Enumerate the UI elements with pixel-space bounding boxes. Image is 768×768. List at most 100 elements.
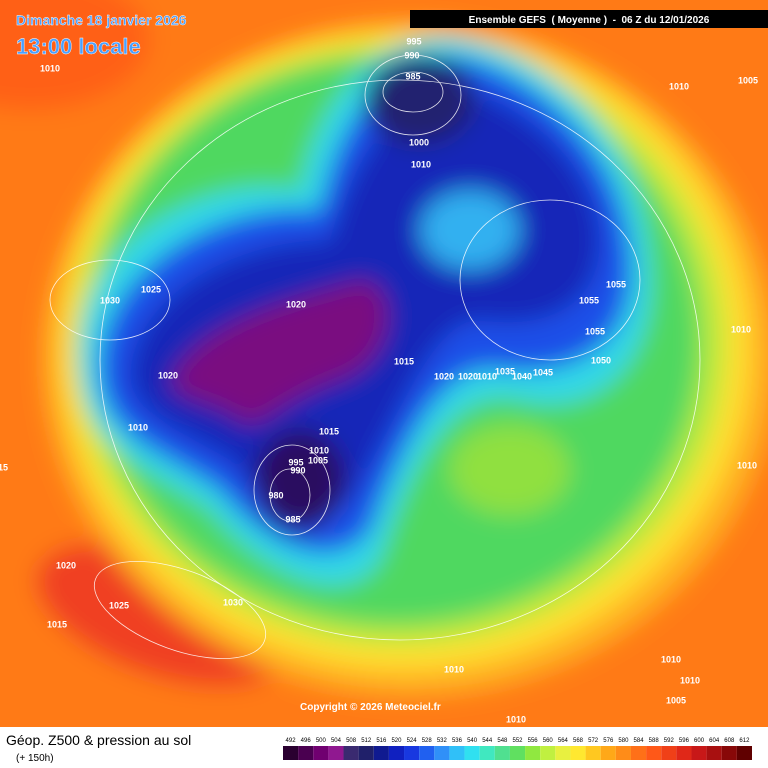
isobar-label: 1005 bbox=[738, 75, 758, 85]
isobar-label: 1010 bbox=[128, 422, 148, 432]
color-swatch bbox=[479, 746, 495, 760]
isobar-label: 1010 bbox=[669, 81, 689, 91]
isobar-label: 1055 bbox=[579, 295, 599, 305]
scale-label: 540 bbox=[467, 738, 478, 744]
scale-label: 604 bbox=[709, 738, 720, 744]
scale-label: 588 bbox=[649, 738, 660, 744]
isobar-label: 985 bbox=[405, 71, 420, 81]
run-banner bbox=[410, 10, 768, 28]
scale-label: 572 bbox=[588, 738, 599, 744]
color-swatch bbox=[676, 746, 692, 760]
isobar-label: 980 bbox=[268, 490, 283, 500]
color-swatch bbox=[434, 746, 450, 760]
isobar-label: 985 bbox=[285, 514, 300, 524]
scale-label: 584 bbox=[634, 738, 645, 744]
isobar-label: 1010 bbox=[737, 460, 757, 470]
scale-label: 568 bbox=[573, 738, 584, 744]
isobar-label: 1010 bbox=[680, 675, 700, 685]
color-swatch bbox=[298, 746, 314, 760]
scale-label: 556 bbox=[528, 738, 539, 744]
scale-label: 544 bbox=[482, 738, 493, 744]
scale-label: 536 bbox=[452, 738, 463, 744]
isobar-label: 1040 bbox=[512, 371, 532, 381]
scale-label: 592 bbox=[664, 738, 675, 744]
isobar-label: 1020 bbox=[458, 371, 478, 381]
isobar-label: 1010 bbox=[506, 714, 526, 724]
color-swatch bbox=[630, 746, 647, 760]
color-swatch bbox=[600, 746, 616, 760]
scale-label: 596 bbox=[679, 738, 690, 744]
color-swatch bbox=[736, 746, 752, 760]
run-info: Ensemble GEFS ( Moyenne ) - 06 Z du 12/0… bbox=[469, 15, 710, 26]
scale-label: 600 bbox=[694, 738, 705, 744]
scale-label: 508 bbox=[346, 738, 357, 744]
color-swatch bbox=[615, 746, 631, 760]
scale-label: 492 bbox=[286, 738, 297, 744]
isobar-label: 1055 bbox=[606, 279, 626, 289]
isobar-label: 1020 bbox=[56, 560, 76, 570]
scale-label: 552 bbox=[512, 738, 523, 744]
isobar-lines bbox=[49, 54, 701, 659]
color-swatch bbox=[388, 746, 405, 760]
isobar-label: 1010 bbox=[731, 324, 751, 334]
scale-label: 528 bbox=[422, 738, 433, 744]
isobar-label: 995 bbox=[406, 36, 421, 46]
scale-label: 580 bbox=[618, 738, 629, 744]
color-swatch bbox=[404, 746, 420, 760]
forecast-date: Dimanche 18 janvier 2026 bbox=[16, 12, 187, 28]
color-swatch bbox=[691, 746, 707, 760]
color-swatch bbox=[313, 746, 329, 760]
isobar-labels: 995 990 985 1010 1010 1005 1000 1010 1055 1055 105… bbox=[0, 36, 758, 724]
isobar-label: 990 bbox=[404, 50, 419, 60]
isobar-label: 1050 bbox=[591, 355, 611, 365]
scale-label: 576 bbox=[603, 738, 614, 744]
isobar-label: 1005 bbox=[666, 695, 686, 705]
color-swatch bbox=[646, 746, 662, 760]
product-title: Géop. Z500 & pression au sol bbox=[6, 732, 191, 748]
color-swatch bbox=[449, 746, 465, 760]
scale-label: 504 bbox=[331, 738, 342, 744]
isobar-label: 1020 bbox=[434, 371, 454, 381]
color-swatch bbox=[419, 746, 435, 760]
color-swatch bbox=[464, 746, 480, 760]
isobar-label: 1000 bbox=[409, 137, 429, 147]
isobar-label: 1015 bbox=[47, 619, 67, 629]
color-swatch bbox=[509, 746, 526, 760]
scale-label: 516 bbox=[376, 738, 387, 744]
isobar-label: 1010 bbox=[661, 654, 681, 664]
isobar-label: 1010 bbox=[477, 371, 497, 381]
isobar-label: 1025 bbox=[109, 600, 129, 610]
scale-label: 496 bbox=[301, 738, 312, 744]
scale-label: 520 bbox=[391, 738, 402, 744]
scale-label: 524 bbox=[407, 738, 418, 744]
color-swatch bbox=[328, 746, 344, 760]
isobar-label: 1010 bbox=[40, 63, 60, 73]
scale-label: 512 bbox=[361, 738, 372, 744]
scale-label: 612 bbox=[739, 738, 750, 744]
scale-label: 608 bbox=[724, 738, 735, 744]
color-swatch bbox=[706, 746, 722, 760]
scale-label: 532 bbox=[437, 738, 448, 744]
color-swatch bbox=[525, 746, 541, 760]
color-swatch bbox=[540, 746, 556, 760]
color-swatch bbox=[721, 746, 737, 760]
color-swatch bbox=[283, 746, 299, 760]
isobar-label: 1020 bbox=[158, 370, 178, 380]
color-swatch bbox=[570, 746, 586, 760]
color-swatch bbox=[373, 746, 389, 760]
color-swatch bbox=[661, 746, 677, 760]
isobar-label: 1035 bbox=[495, 366, 515, 376]
isobar-label: 1010 bbox=[411, 159, 431, 169]
isobar-label: 1015 bbox=[394, 356, 414, 366]
isobar-label: 990 bbox=[290, 465, 305, 475]
color-swatch bbox=[494, 746, 510, 760]
scale-label: 560 bbox=[543, 738, 554, 744]
isobar-label: 1055 bbox=[585, 326, 605, 336]
isobar-label: 1010 bbox=[309, 445, 329, 455]
scale-label: 500 bbox=[316, 738, 327, 744]
color-scale: 492 496 500 504 508 512 516 520 524 528 532 536 540 5… bbox=[283, 738, 752, 760]
isobar-label: 1030 bbox=[223, 597, 243, 607]
color-swatch bbox=[585, 746, 601, 760]
color-swatch bbox=[343, 746, 359, 760]
